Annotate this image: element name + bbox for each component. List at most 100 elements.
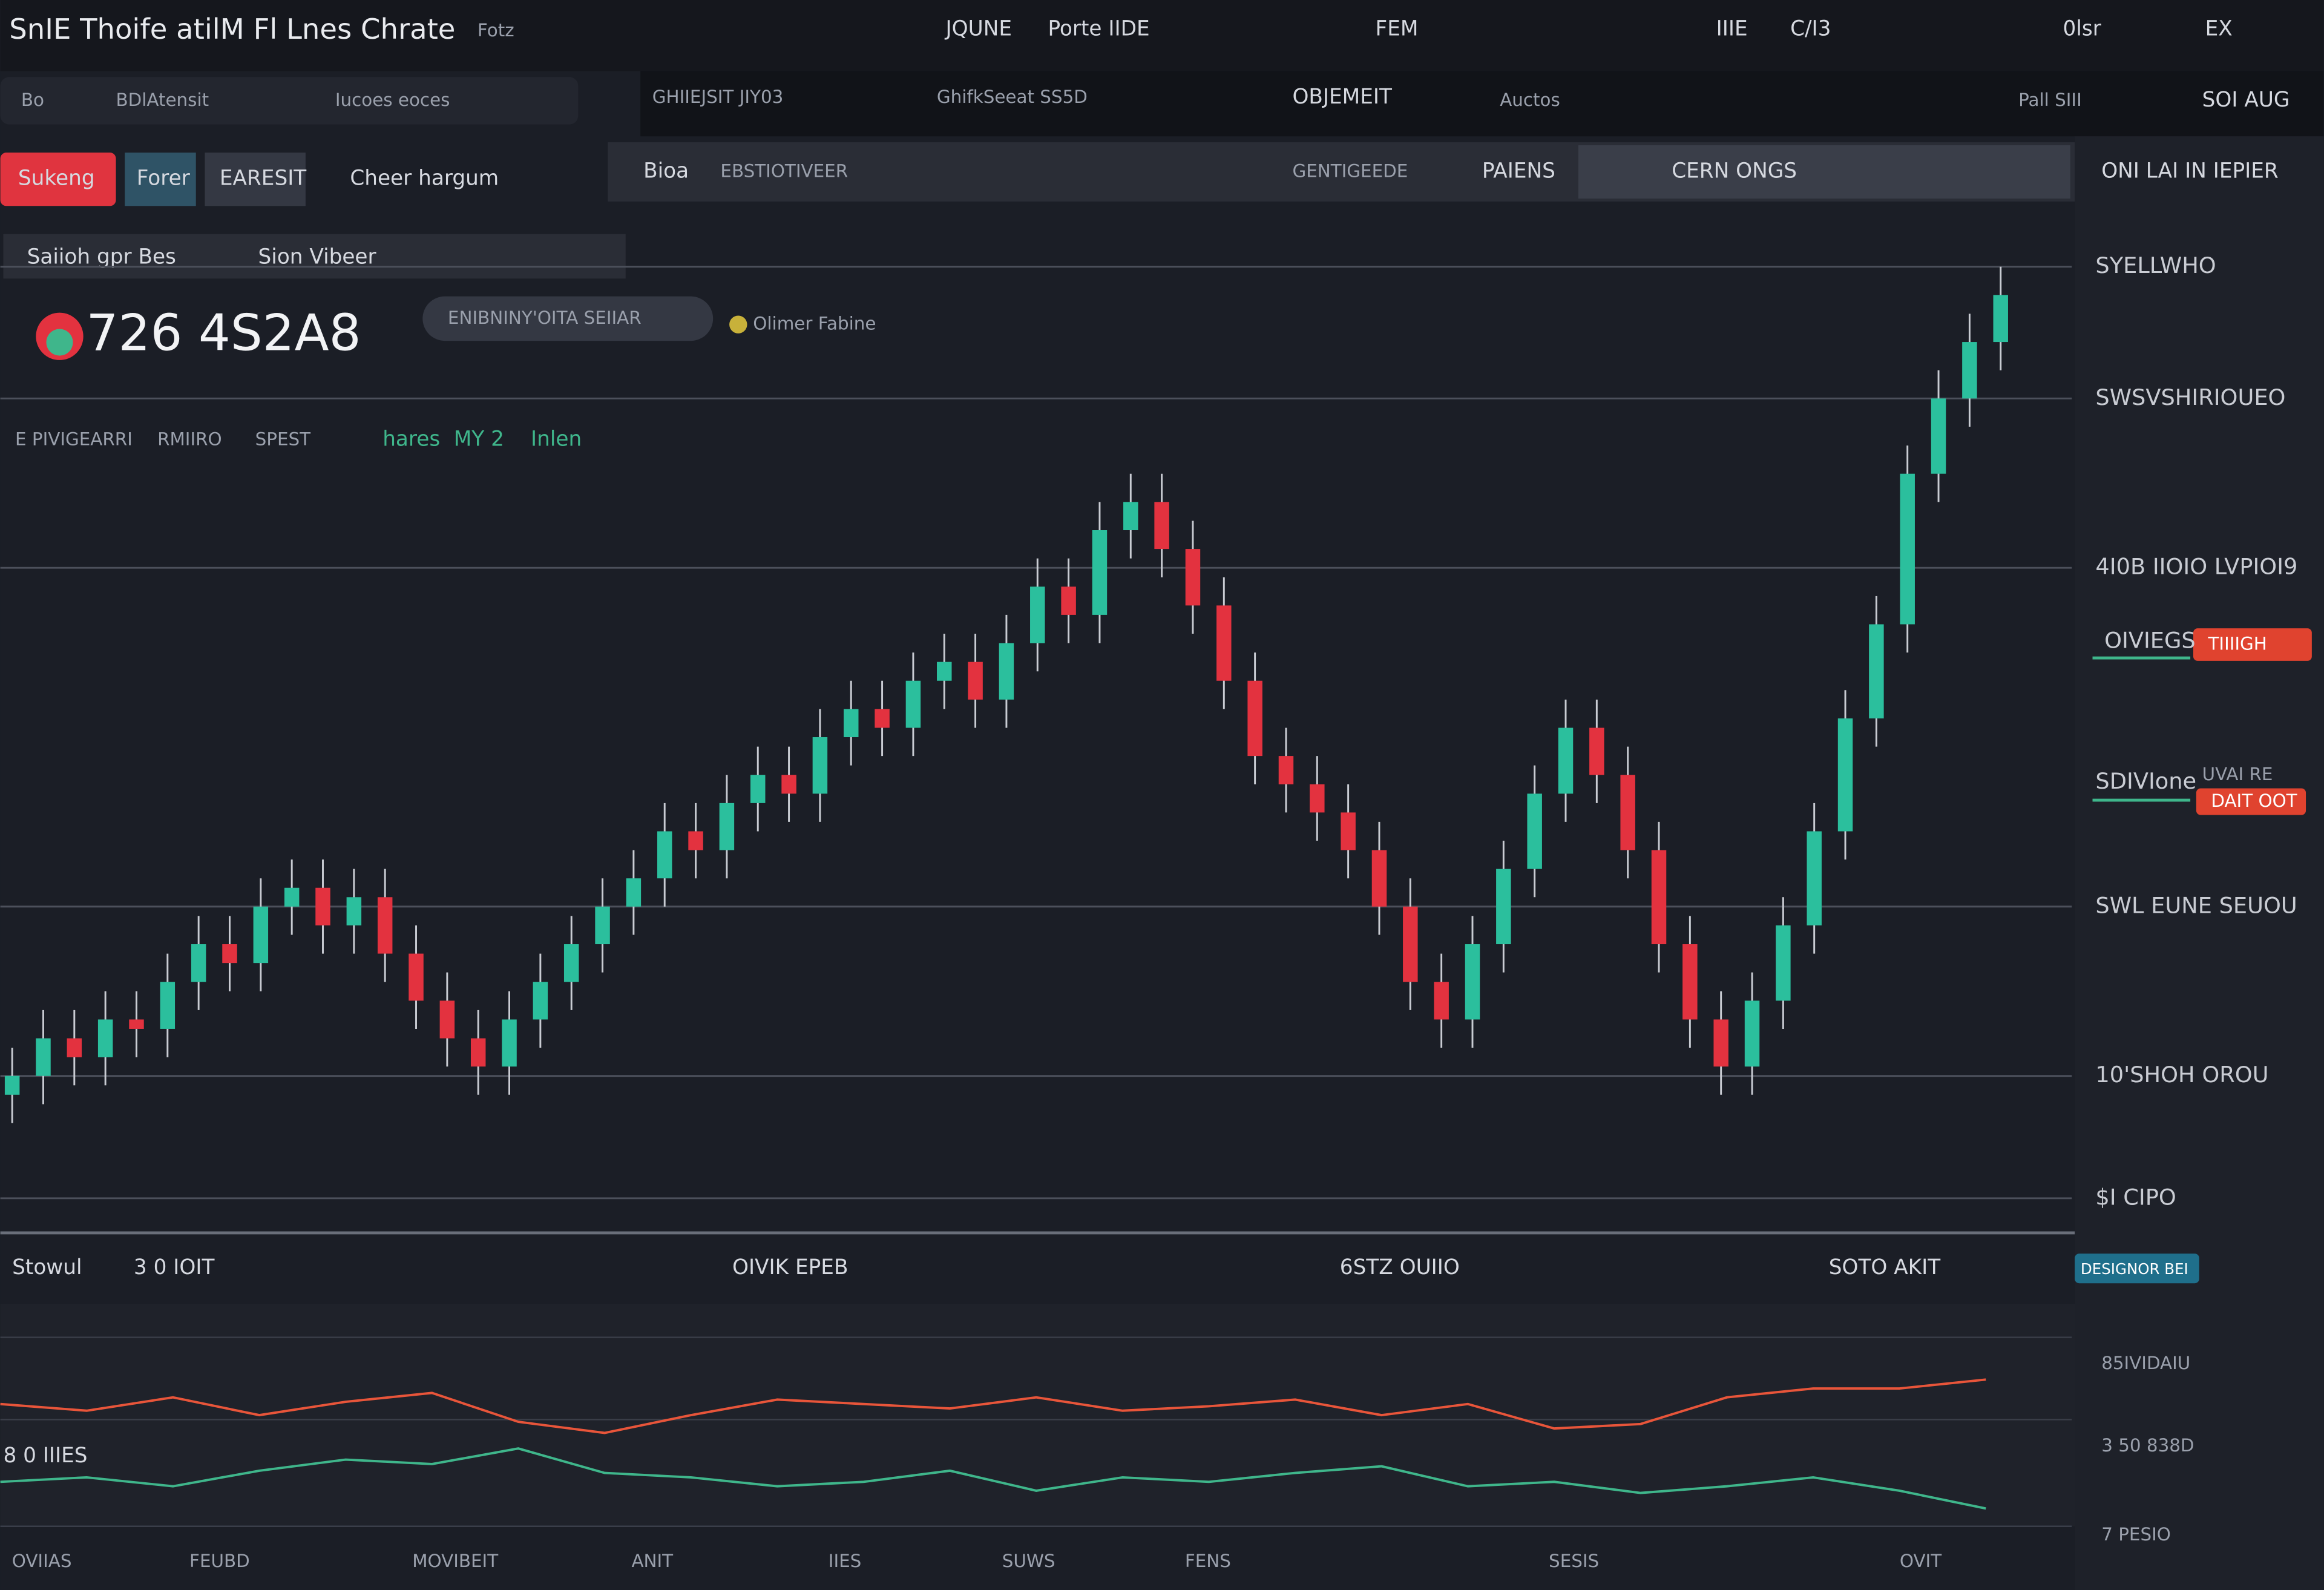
candle-body [595,906,610,945]
filter-bar [3,234,626,279]
toolbar-item[interactable]: Pall SIII [2018,90,2082,110]
legend-item: Inlen [531,427,582,452]
candle-body [439,1000,455,1039]
pill-label[interactable]: ENIBNINY'OITA SEIIAR [448,307,642,328]
subtab[interactable]: GENTIGEEDE [1292,161,1408,182]
candle-body [1558,728,1574,794]
menu-item[interactable]: Porte IIDE [1048,16,1149,41]
candle-body [563,944,579,982]
subtab[interactable]: CERN ONGS [1672,159,1797,183]
tab-label[interactable]: Forer [137,166,191,191]
candle-body [1589,728,1604,775]
subtab[interactable]: ONI LAI IN IEPIER [2101,159,2279,183]
tag-label: TIIIIGH [2207,634,2267,654]
pill[interactable] [422,296,714,341]
candle-body [781,775,796,794]
candle-body [626,878,642,907]
y-tick-label: 85IVIDAIU [2101,1353,2190,1373]
candle-body [409,953,424,1001]
x-tick-label: FENS [1185,1551,1231,1571]
status-dot [729,315,747,333]
candle-body [1092,530,1108,615]
candle-body [1371,850,1387,907]
candle-body [1837,718,1853,832]
toolbar-item[interactable]: Bo [21,90,44,110]
candle-body [968,662,983,700]
candle-body [502,1019,517,1067]
menu-item[interactable]: 0lsr [2063,16,2102,41]
candle-body [875,709,890,728]
indicator-button-label[interactable]: DESIGNOR BEI [2081,1260,2188,1278]
indicator-line [0,1378,1986,1434]
subtab[interactable]: Bioa [643,159,689,183]
toolbar-item[interactable]: SOI AUG [2202,88,2290,112]
toolbar-item[interactable]: BDlAtensit [116,90,209,110]
candle-body [1807,831,1822,925]
toolbar-item[interactable]: Iucoes eoces [335,90,450,110]
tag-label: SDIVIone [2095,768,2196,794]
legend-item: MY 2 [454,427,504,452]
menu-item[interactable]: JQUNE [945,16,1012,41]
candle-body [1310,784,1325,813]
tab[interactable] [125,153,196,206]
tab[interactable] [205,153,306,206]
tab-active[interactable] [0,153,116,206]
indicator-label: 3 0 IOIT [134,1255,215,1280]
candle-body [67,1038,82,1057]
subtab-active[interactable] [1578,145,2070,199]
subtab[interactable]: EBSTIOTIVEER [720,161,848,182]
y-tick-label: $I CIPO [2095,1184,2176,1210]
candle-body [253,906,269,964]
candle-body [129,1019,144,1029]
app-title: SnIE Thoife atilM Fl Lnes Chrate [9,13,455,45]
toolbar-item[interactable]: OBJEMEIT [1292,85,1393,109]
price-axis-panel [2075,136,2324,1590]
candle-body [1931,398,1946,474]
indicator-line [0,1447,1986,1510]
candle-body [1620,775,1635,850]
subtab[interactable]: PAIENS [1482,159,1555,183]
toolbar-item[interactable]: GHIIEJSIT JIY03 [652,87,784,107]
tab-label[interactable]: Sukeng [18,166,95,191]
app-title-suffix: Fotz [478,20,514,41]
y-tick-label: 3 50 838D [2101,1435,2194,1456]
candle-body [1216,605,1232,681]
candle-body [750,775,766,803]
y-tick-label: 10'SHOH OROU [2095,1062,2268,1088]
tag-label: UVAI RE [2202,764,2273,784]
candle-body [4,1076,20,1095]
candle-body [1869,624,1884,718]
legend-item: E PIVIGEARRI [15,429,133,450]
candle-body [905,680,921,728]
indicator-label: SOTO AKIT [1829,1255,1942,1280]
y-tick-label: SWSVSHIRIOUEO [2095,384,2285,410]
candle-body [1682,944,1698,1020]
tab-label[interactable]: Cheer hargum [350,166,499,191]
candle-body [1776,925,1791,1001]
y-tick-label: SWL EUNE SEUOU [2095,892,2297,918]
candle-body [1123,502,1138,530]
candle-body [191,944,206,982]
search-box[interactable] [0,77,579,125]
candle-body [812,737,828,794]
menu-item[interactable]: FEM [1376,16,1419,41]
x-tick-label: FEUBD [189,1551,250,1571]
filter-label[interactable]: Sion Vibeer [258,245,377,269]
indicator-label: 8 0 IIIES [3,1444,87,1468]
toolbar-item[interactable]: GhifkSeeat SS5D [937,87,1088,107]
indicator-button[interactable] [2075,1253,2199,1284]
x-tick-label: ANIT [631,1551,674,1571]
toolbar-item[interactable]: Auctos [1500,90,1560,110]
y-tick-label: 7 PESIO [2101,1524,2171,1545]
candle-body [1154,502,1169,550]
candle-body [1341,812,1356,850]
indicator-label: 6STZ OUIIO [1340,1255,1460,1280]
candle-body [222,944,237,964]
tab-label[interactable]: EARESIT [220,166,307,191]
menu-item[interactable]: C/I3 [1790,16,1831,41]
menu-item[interactable]: IIIE [1716,16,1748,41]
candle-body [346,897,362,925]
menu-item[interactable]: EX [2205,16,2233,41]
filter-label[interactable]: Saiioh gpr Bes [27,245,176,269]
